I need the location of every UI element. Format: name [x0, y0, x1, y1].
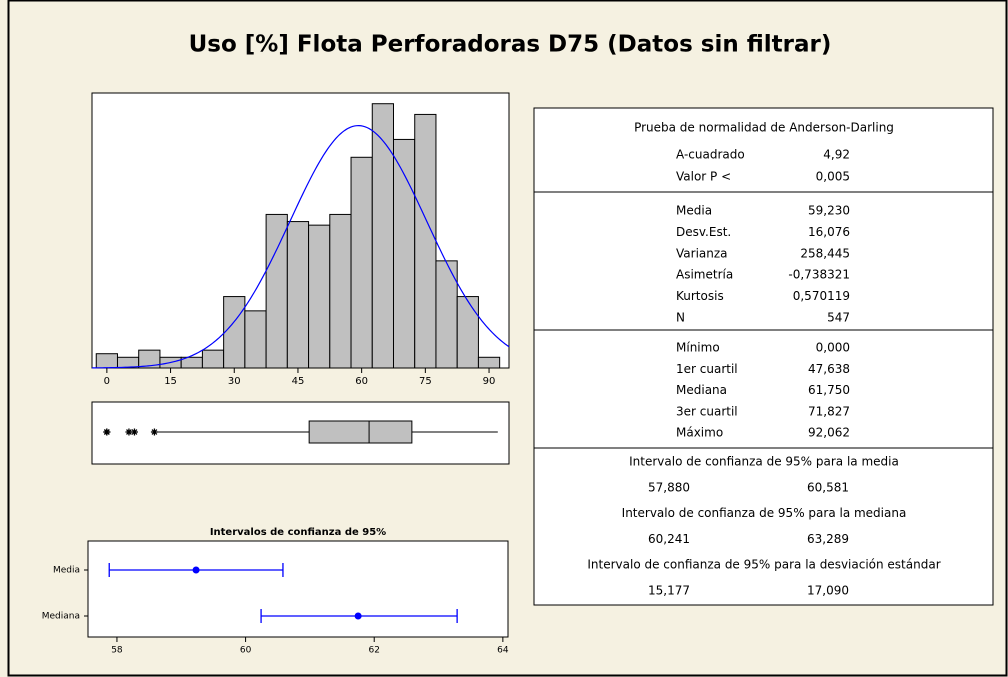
stat-label: 1er cuartil [676, 362, 738, 376]
stat-value: 71,827 [808, 404, 850, 418]
frame [7, 0, 1008, 677]
summary-table [533, 107, 994, 606]
stat-label: Varianza [676, 246, 728, 260]
x-tick-label: 15 [164, 376, 177, 387]
interval-heading: Intervalo de confianza de 95% para la de… [587, 558, 940, 572]
x-tick-label: 58 [111, 646, 123, 656]
estimate [354, 612, 362, 620]
bar [414, 113, 437, 369]
bar [95, 353, 118, 369]
interval-lower: 57,880 [648, 481, 690, 495]
stat-label: Asimetría [676, 268, 733, 282]
bar [201, 349, 225, 369]
normal-fit [91, 125, 510, 369]
bar [477, 356, 501, 369]
outlier [125, 428, 133, 436]
outlier [150, 428, 158, 436]
stat-label: Valor P < [676, 170, 731, 184]
bar [350, 156, 373, 369]
stat-value: 92,062 [808, 426, 850, 440]
bar [265, 213, 288, 369]
interval-lower: 60,241 [648, 532, 690, 546]
x-tick-label: 45 [292, 376, 305, 387]
stat-label: N [676, 311, 685, 325]
x-tick-label: 62 [368, 646, 379, 656]
estimate [192, 566, 200, 574]
stat-value: 0,570119 [793, 289, 850, 303]
bar [371, 103, 394, 369]
interval-upper: 60,581 [807, 481, 849, 495]
stat-value: 61,750 [808, 383, 850, 397]
stat-value: 4,92 [823, 148, 850, 162]
bar [456, 296, 479, 369]
stat-value: 47,638 [808, 362, 850, 376]
stat-label: 3er cuartil [676, 404, 738, 418]
bar [308, 224, 331, 369]
interval-upper: 63,289 [807, 532, 849, 546]
x-tick-label: 75 [419, 376, 432, 387]
stat-label: Máximo [676, 426, 723, 440]
interval-heading: Intervalo de confianza de 95% para la me… [629, 455, 899, 469]
stat-label: Mediana [676, 383, 727, 397]
interval-area [87, 540, 509, 638]
stat-value: -0,738321 [788, 268, 850, 282]
stat-label: Desv.Est. [676, 225, 731, 239]
x-tick-label: 0 [104, 376, 110, 387]
section-title: Prueba de normalidad de Anderson-Darling [634, 121, 894, 135]
interval-heading: Intervalo de confianza de 95% para la me… [622, 506, 907, 520]
bar [286, 221, 310, 369]
stat-value: 547 [827, 311, 850, 325]
y-tick-label: Media [53, 566, 80, 576]
stat-label: Media [676, 204, 712, 218]
x-tick-label: 90 [483, 376, 496, 387]
box [308, 420, 413, 444]
stat-value: 16,076 [808, 225, 850, 239]
x-tick-label: 60 [355, 376, 368, 387]
stat-label: Kurtosis [676, 289, 724, 303]
stat-label: A-cuadrado [676, 148, 745, 162]
y-tick-label: Mediana [42, 612, 80, 622]
x-tick-label: 30 [228, 376, 241, 387]
stat-value: 59,230 [808, 204, 850, 218]
stat-value: 258,445 [800, 246, 850, 260]
interval-upper: 17,090 [807, 584, 849, 598]
bar [223, 296, 246, 369]
x-tick-label: 60 [240, 646, 252, 656]
boxplot-area [91, 401, 510, 465]
outlier [103, 428, 111, 436]
stat-value: 0,000 [816, 341, 850, 355]
interval-lower: 15,177 [648, 584, 690, 598]
outlier [130, 428, 138, 436]
x-tick-label: 64 [497, 646, 509, 656]
bar [329, 213, 352, 369]
stat-label: Mínimo [676, 341, 720, 355]
interval-title: Intervalos de confianza de 95% [210, 527, 386, 538]
bar [244, 310, 267, 369]
stat-value: 0,005 [816, 170, 850, 184]
chart-title: Uso [%] Flota Perforadoras D75 (Datos si… [189, 32, 832, 58]
